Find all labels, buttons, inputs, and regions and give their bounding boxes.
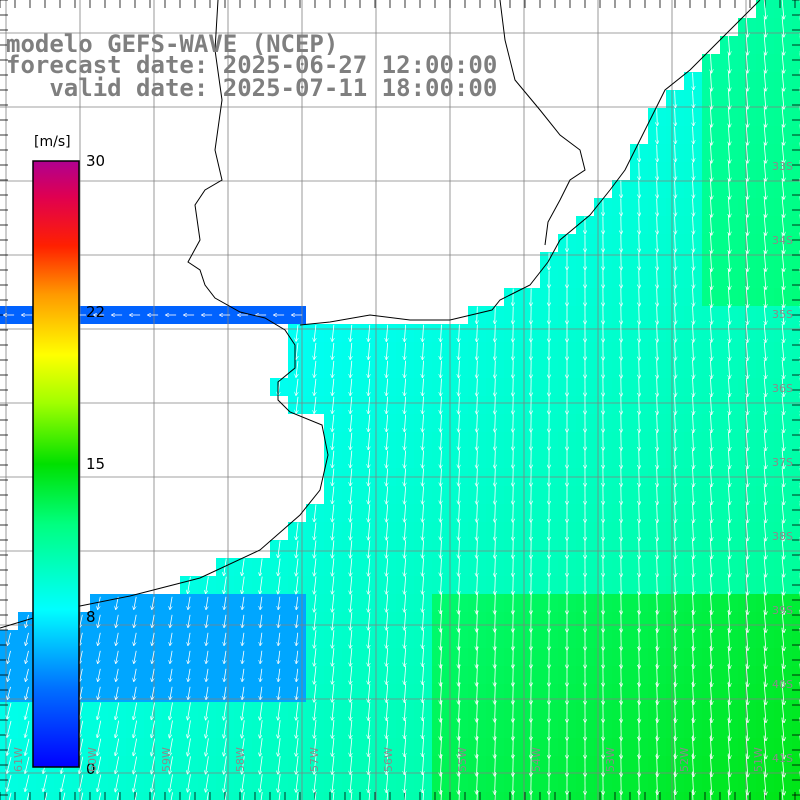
latitude-label: 40S xyxy=(772,678,793,691)
wind-arrow xyxy=(639,396,640,414)
speed-cell xyxy=(792,54,800,72)
speed-cell xyxy=(792,252,800,270)
speed-cell xyxy=(792,630,800,648)
speed-cell xyxy=(792,198,800,216)
speed-cell xyxy=(792,774,800,792)
wind-arrow xyxy=(639,234,640,251)
wind-arrow xyxy=(639,431,640,450)
speed-cell xyxy=(792,270,800,288)
longitude-label: 60W xyxy=(86,747,99,772)
wind-arrow xyxy=(639,378,640,396)
wind-arrow xyxy=(639,342,640,360)
speed-cell xyxy=(54,792,72,800)
speed-cell xyxy=(792,378,800,396)
wind-arrow xyxy=(639,485,640,504)
longitude-label: 53W xyxy=(604,747,617,772)
speed-cell xyxy=(792,72,800,90)
wind-arrow xyxy=(639,324,640,342)
speed-cell xyxy=(792,450,800,468)
speed-cell xyxy=(792,684,800,702)
speed-cell xyxy=(792,360,800,378)
wind-arrow xyxy=(639,252,640,269)
speed-cell xyxy=(792,342,800,360)
speed-cell xyxy=(792,180,800,198)
speed-cell xyxy=(792,324,800,342)
speed-cell xyxy=(792,90,800,108)
speed-cell xyxy=(18,792,36,800)
wind-arrow xyxy=(639,503,640,522)
colorbar-unit: [m/s] xyxy=(34,134,71,150)
wind-arrow xyxy=(495,306,496,324)
longitude-label: 51W xyxy=(752,747,765,772)
speed-cell xyxy=(108,792,126,800)
latitude-label: 38S xyxy=(772,530,793,543)
wind-arrow xyxy=(639,288,640,305)
colorbar-tick-8: 8 xyxy=(86,608,96,626)
latitude-label: 39S xyxy=(772,604,793,617)
wind-arrow xyxy=(639,449,640,468)
wind-arrow xyxy=(639,180,640,198)
speed-cell xyxy=(792,522,800,540)
speed-cell xyxy=(792,288,800,306)
speed-cell xyxy=(792,162,800,180)
speed-cell xyxy=(792,144,800,162)
speed-cell xyxy=(792,432,800,450)
title-line-3: valid date: 2025-07-11 18:00:00 xyxy=(6,74,498,102)
longitude-label: 54W xyxy=(530,747,543,772)
speed-cell xyxy=(792,108,800,126)
wind-arrow xyxy=(639,216,640,233)
wind-arrow xyxy=(639,360,640,378)
speed-cell xyxy=(792,558,800,576)
wind-arrow xyxy=(639,521,640,540)
latitude-label: 36S xyxy=(772,382,793,395)
longitude-label: 57W xyxy=(308,747,321,772)
speed-cell xyxy=(792,594,800,612)
colorbar-tick-30: 30 xyxy=(86,152,106,170)
wind-arrow xyxy=(639,539,640,559)
longitude-label: 61W xyxy=(12,747,25,772)
wind-arrow xyxy=(639,270,640,287)
latitude-label: 34S xyxy=(772,234,793,247)
latitude-label: 41S xyxy=(772,752,793,765)
speed-cell xyxy=(792,414,800,432)
colorbar-tick-22: 22 xyxy=(86,303,106,321)
speed-cell xyxy=(792,738,800,756)
longitude-label: 58W xyxy=(234,747,247,772)
wind-arrow xyxy=(639,575,640,595)
border-line xyxy=(499,0,586,246)
latitude-label: 37S xyxy=(772,456,793,469)
speed-cell xyxy=(792,648,800,666)
speed-cell xyxy=(792,792,800,800)
wind-arrow xyxy=(495,360,496,377)
speed-cell xyxy=(792,504,800,522)
speed-cell xyxy=(792,234,800,252)
speed-cell xyxy=(792,540,800,558)
wind-arrow xyxy=(639,414,640,432)
colorbar-tick-15: 15 xyxy=(86,455,106,473)
longitude-label: 56W xyxy=(382,747,395,772)
longitude-label: 55W xyxy=(456,747,469,772)
colorbar xyxy=(32,160,80,768)
longitude-label: 52W xyxy=(678,747,691,772)
longitude-label: 59W xyxy=(160,747,173,772)
wind-arrow xyxy=(639,198,640,216)
speed-cell xyxy=(144,792,162,800)
speed-cell xyxy=(792,612,800,630)
latitude-label: 35S xyxy=(772,308,793,321)
latitude-label: 33S xyxy=(772,160,793,173)
wind-arrow xyxy=(495,324,496,342)
wind-arrow xyxy=(639,557,640,577)
wind-arrow xyxy=(495,342,496,360)
speed-cell xyxy=(792,18,800,36)
wind-arrow xyxy=(639,306,640,323)
speed-cell xyxy=(792,0,800,18)
wind-arrow xyxy=(639,467,640,486)
